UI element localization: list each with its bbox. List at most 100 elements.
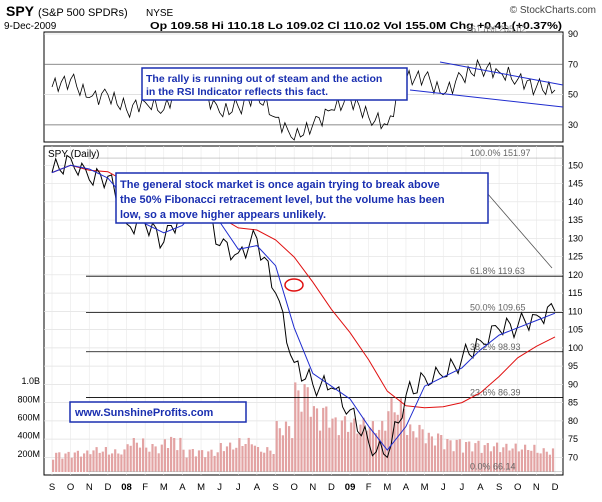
price-annotation-box bbox=[115, 172, 489, 224]
volume-bar bbox=[142, 438, 145, 472]
volume-bar bbox=[197, 450, 201, 472]
volume-bar bbox=[328, 427, 331, 472]
volume-bar bbox=[64, 453, 67, 472]
volume-bar bbox=[207, 451, 210, 472]
fib-level-label: 0.0% 66.14 bbox=[470, 461, 516, 471]
volume-bar bbox=[514, 443, 517, 472]
volume-bar bbox=[536, 452, 539, 472]
volume-bar bbox=[73, 452, 76, 472]
volume-bar bbox=[188, 449, 191, 472]
volume-bar bbox=[253, 445, 256, 472]
volume-bar bbox=[61, 458, 64, 472]
volume-tick-label: 400M bbox=[17, 431, 40, 441]
price-line bbox=[51, 154, 556, 459]
volume-bar bbox=[471, 451, 474, 472]
volume-bar bbox=[340, 420, 343, 472]
volume-bar bbox=[517, 451, 520, 472]
volume-bar bbox=[455, 439, 458, 472]
fib-level-label: 61.8% 119.63 bbox=[470, 266, 525, 276]
volume-bar bbox=[135, 442, 138, 472]
ticker-name: (S&P 500 SPDRs) bbox=[38, 7, 128, 19]
x-axis-labels: S O N D 08 F M A M J J A S O N D 09 F M A M J J A S O N D bbox=[49, 482, 559, 493]
rsi-annotation-box bbox=[141, 67, 408, 101]
volume-bar bbox=[238, 438, 241, 472]
volume-bar bbox=[154, 446, 157, 472]
price-tick-label: 150 bbox=[568, 160, 583, 170]
volume-ticks: 200M 400M 600M 800M 1.0B bbox=[17, 376, 40, 459]
volume-bar bbox=[551, 448, 555, 472]
price-tick-label: 130 bbox=[568, 233, 583, 243]
x-axis-label: D bbox=[104, 482, 111, 493]
price-annotation-line-1: The general stock market is once again t… bbox=[120, 179, 440, 191]
volume-bar bbox=[166, 448, 170, 472]
volume-bar bbox=[107, 454, 111, 472]
volume-bar bbox=[399, 398, 402, 472]
volume-bar bbox=[368, 427, 371, 472]
x-axis-label: F bbox=[366, 482, 372, 493]
rsi-tick-label: 30 bbox=[568, 120, 578, 130]
volume-bar bbox=[260, 451, 263, 472]
volume-bar bbox=[278, 428, 281, 472]
x-axis-label: 09 bbox=[345, 482, 356, 493]
x-axis-label: S bbox=[272, 482, 278, 493]
volume-bar bbox=[359, 424, 362, 472]
volume-bar bbox=[123, 449, 126, 472]
volume-bar bbox=[219, 443, 222, 472]
fib-level-label: 38.2% 98.93 bbox=[470, 342, 521, 352]
volume-bar bbox=[145, 447, 148, 472]
x-axis-label: A bbox=[179, 482, 186, 493]
volume-bar bbox=[499, 452, 502, 472]
volume-bar bbox=[294, 382, 297, 472]
volume-bar bbox=[378, 429, 381, 472]
volume-bar bbox=[303, 384, 306, 472]
x-axis-label: M bbox=[383, 482, 391, 493]
volume-bar bbox=[319, 430, 322, 472]
volume-tick-label: 200M bbox=[17, 449, 40, 459]
volume-bar bbox=[210, 449, 213, 472]
x-axis-label: 08 bbox=[121, 482, 132, 493]
volume-bar bbox=[157, 453, 160, 472]
price-tick-label: 115 bbox=[568, 288, 582, 298]
ticker-exchange: NYSE bbox=[146, 8, 174, 19]
volume-bar bbox=[539, 453, 542, 472]
volume-bar bbox=[496, 442, 499, 472]
website-label: www.SunshineProfits.com bbox=[74, 407, 214, 419]
volume-bar bbox=[67, 451, 70, 472]
volume-bar bbox=[225, 446, 229, 472]
volume-bar bbox=[266, 447, 269, 472]
volume-bar bbox=[393, 412, 396, 472]
volume-bar bbox=[520, 449, 523, 472]
volume-bar bbox=[263, 452, 266, 472]
volume-bar bbox=[446, 439, 449, 472]
brand-text: © StockCharts.com bbox=[510, 5, 596, 16]
volume-bar bbox=[132, 438, 135, 472]
volume-bar bbox=[55, 452, 58, 472]
volume-bar bbox=[275, 421, 278, 472]
volume-bar bbox=[350, 422, 353, 472]
price-tick-label: 90 bbox=[568, 379, 578, 389]
volume-bar bbox=[443, 449, 446, 472]
price-ticks: 70 75 80 85 90 95 100 105 110 115 120 125 130 135 140 1… bbox=[568, 160, 583, 462]
volume-bar bbox=[362, 417, 365, 472]
volume-bar bbox=[232, 449, 235, 472]
volume-bar bbox=[312, 406, 315, 472]
volume-bar bbox=[173, 438, 176, 472]
website-box bbox=[69, 401, 247, 423]
price-tick-label: 125 bbox=[568, 252, 583, 262]
price-tick-label: 95 bbox=[568, 361, 578, 371]
x-axis-label: J bbox=[217, 482, 222, 493]
x-axis-label: O bbox=[67, 482, 74, 493]
volume-bar bbox=[229, 442, 232, 472]
x-axis-label: F bbox=[142, 482, 148, 493]
volume-bar bbox=[527, 450, 530, 472]
volume-bar bbox=[477, 440, 480, 472]
volume-bar bbox=[309, 416, 312, 472]
volume-bar bbox=[148, 451, 151, 472]
fib-level-label: 100.0% 151.97 bbox=[470, 148, 531, 158]
rsi-tick-label: 50 bbox=[568, 90, 578, 100]
x-axis-label: M bbox=[160, 482, 168, 493]
volume-bar bbox=[284, 421, 288, 472]
volume-bar bbox=[151, 444, 154, 472]
volume-bar bbox=[291, 438, 294, 472]
fib-level-label: 50.0% 109.65 bbox=[470, 303, 526, 313]
